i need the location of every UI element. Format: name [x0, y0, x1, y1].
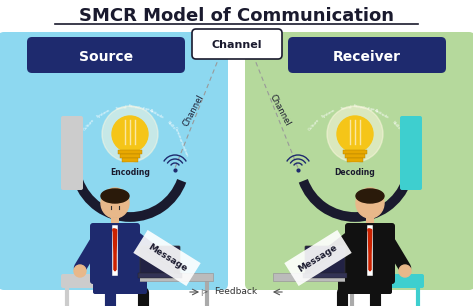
Text: Skills: Skills [166, 121, 176, 131]
FancyBboxPatch shape [138, 273, 182, 278]
Text: Channel: Channel [212, 40, 262, 50]
Text: Culture: Culture [307, 118, 321, 132]
Text: Message: Message [297, 242, 339, 274]
Text: Source: Source [79, 50, 133, 64]
Text: Communication: Communication [398, 125, 414, 157]
FancyBboxPatch shape [93, 276, 147, 294]
FancyBboxPatch shape [111, 218, 119, 228]
Text: Encoding: Encoding [110, 167, 150, 177]
FancyBboxPatch shape [366, 218, 374, 228]
Ellipse shape [101, 189, 129, 203]
Text: Communication: Communication [173, 125, 189, 157]
FancyBboxPatch shape [140, 246, 180, 274]
FancyBboxPatch shape [273, 273, 358, 281]
FancyBboxPatch shape [303, 273, 347, 278]
FancyBboxPatch shape [305, 246, 345, 274]
Circle shape [399, 265, 411, 277]
Circle shape [311, 258, 325, 272]
FancyBboxPatch shape [345, 223, 395, 284]
FancyBboxPatch shape [347, 158, 363, 162]
Text: |>: |> [200, 289, 208, 296]
Text: Channel: Channel [268, 92, 292, 128]
FancyBboxPatch shape [345, 154, 365, 158]
Text: SMCR Model of Communication: SMCR Model of Communication [79, 7, 394, 25]
Ellipse shape [101, 188, 129, 218]
FancyBboxPatch shape [338, 276, 392, 294]
FancyBboxPatch shape [370, 274, 424, 288]
Circle shape [160, 258, 174, 272]
Ellipse shape [356, 188, 384, 218]
FancyBboxPatch shape [120, 154, 140, 158]
Circle shape [327, 106, 383, 162]
Text: Channel: Channel [181, 92, 205, 128]
FancyBboxPatch shape [192, 29, 282, 59]
Text: System: System [321, 108, 336, 119]
FancyBboxPatch shape [118, 150, 142, 154]
FancyBboxPatch shape [245, 32, 473, 290]
Circle shape [102, 106, 158, 162]
Text: Decoding: Decoding [334, 167, 376, 177]
Text: Message: Message [146, 242, 188, 274]
Text: Knowledge: Knowledge [353, 104, 376, 112]
Circle shape [74, 265, 86, 277]
FancyBboxPatch shape [122, 158, 138, 162]
Text: Culture: Culture [83, 118, 96, 132]
Text: System: System [96, 108, 111, 119]
Circle shape [337, 116, 373, 152]
Text: Receiver: Receiver [333, 50, 401, 64]
Text: Social: Social [115, 105, 127, 111]
Circle shape [112, 116, 148, 152]
FancyBboxPatch shape [128, 273, 213, 281]
FancyBboxPatch shape [343, 150, 367, 154]
FancyBboxPatch shape [0, 32, 228, 290]
FancyBboxPatch shape [90, 223, 140, 284]
Text: Feedback: Feedback [214, 288, 258, 297]
FancyBboxPatch shape [400, 116, 422, 190]
Ellipse shape [356, 189, 384, 203]
Text: Social: Social [340, 105, 352, 111]
FancyBboxPatch shape [27, 37, 185, 73]
Text: Attitude: Attitude [149, 108, 165, 120]
Text: Skills: Skills [391, 121, 401, 131]
Text: Attitude: Attitude [374, 108, 390, 120]
FancyBboxPatch shape [61, 274, 115, 288]
Text: Knowledge: Knowledge [128, 104, 151, 112]
FancyBboxPatch shape [288, 37, 446, 73]
FancyBboxPatch shape [61, 116, 83, 190]
